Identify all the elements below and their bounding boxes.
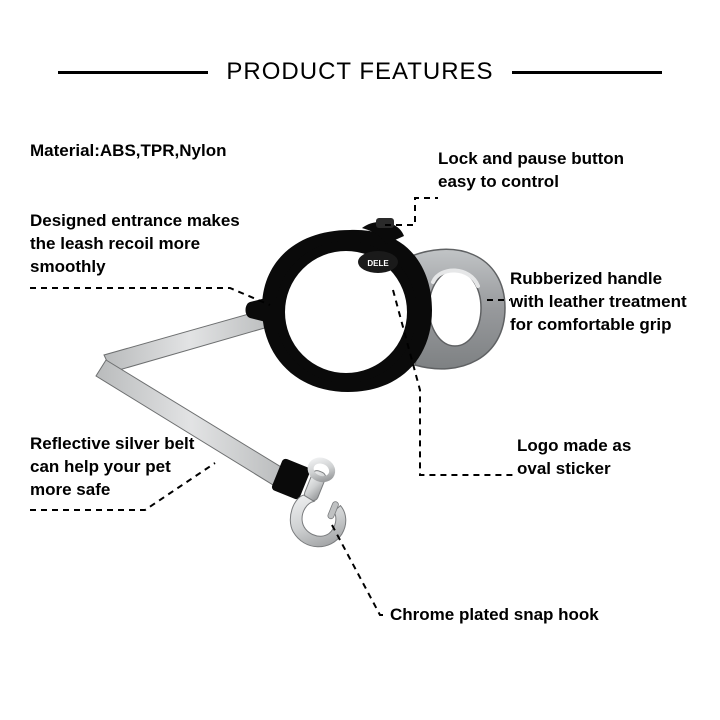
logo-text: DELE [367, 259, 389, 268]
housing: DELE [246, 218, 433, 392]
product-diagram: DELE [0, 0, 720, 720]
